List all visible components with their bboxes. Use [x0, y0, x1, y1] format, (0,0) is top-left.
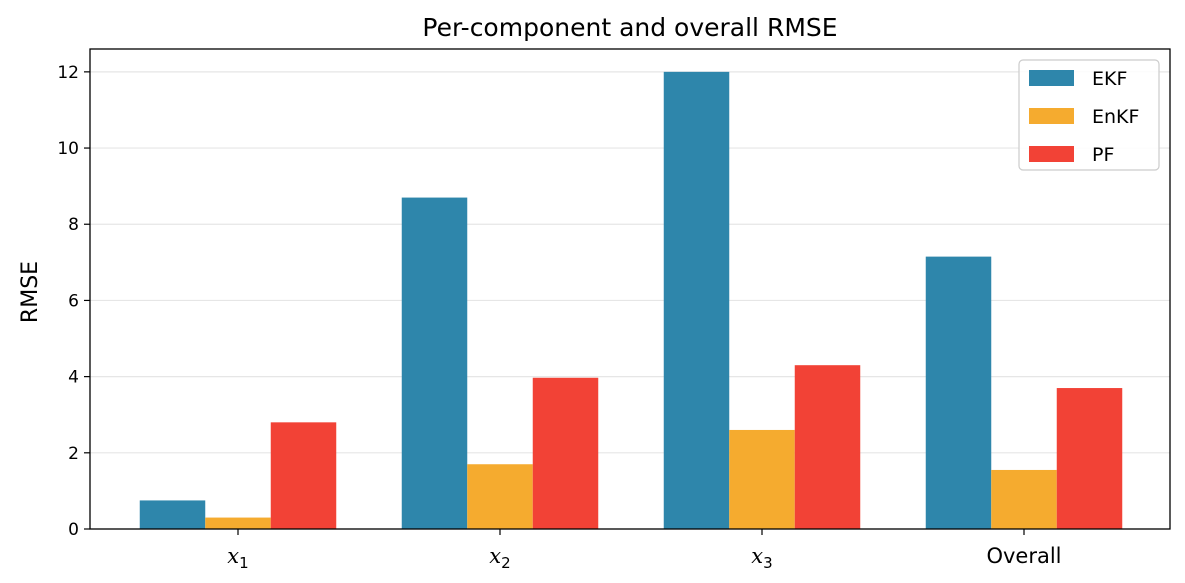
y-axis-label: RMSE — [18, 261, 43, 323]
gridlines — [90, 71, 1170, 530]
legend-swatch-ekf — [1029, 70, 1074, 86]
bar-pf — [270, 422, 337, 529]
legend-label-ekf: EKF — [1092, 68, 1127, 90]
x-tick-label: x3 — [751, 544, 772, 572]
y-tick-label: 0 — [68, 520, 79, 540]
bars — [139, 71, 1123, 530]
bar-enkf — [991, 469, 1057, 529]
x-tick-label-base: x — [489, 544, 501, 568]
x-tick-label: Overall — [986, 544, 1061, 568]
y-tick-label: 4 — [68, 368, 79, 388]
x-tick-label-subscript: 1 — [239, 554, 249, 572]
legend-swatch-pf — [1029, 146, 1074, 162]
x-tick-label-subscript: 3 — [763, 554, 773, 572]
bar-pf — [532, 377, 599, 529]
bar-enkf — [467, 464, 533, 529]
bar-ekf — [663, 71, 730, 529]
y-tick-label: 10 — [57, 139, 79, 159]
legend: EKF EnKF PF — [1018, 59, 1160, 171]
bar-ekf — [401, 197, 468, 530]
bar-pf — [1056, 388, 1123, 529]
plot-frame — [89, 48, 1171, 530]
x-tick-label-base: x — [751, 544, 763, 568]
y-tick-label: 8 — [68, 215, 79, 235]
y-tick-label: 2 — [68, 444, 79, 464]
chart-title: Per-component and overall RMSE — [422, 13, 837, 42]
legend-label-pf: PF — [1092, 144, 1114, 166]
legend-box — [1018, 59, 1160, 171]
legend-label-enkf: EnKF — [1092, 106, 1139, 128]
bar-ekf — [925, 256, 992, 529]
x-tick-label-base: x — [227, 544, 239, 568]
legend-swatch-enkf — [1029, 108, 1074, 124]
x-tick-label: x1 — [227, 544, 248, 572]
bar-ekf — [139, 500, 206, 529]
y-tick-label: 6 — [68, 291, 79, 311]
bar-enkf — [205, 517, 271, 529]
x-tick-label-subscript: 2 — [501, 554, 511, 572]
axes — [84, 48, 1171, 535]
x-tick-label: x2 — [489, 544, 510, 572]
bar-pf — [794, 365, 861, 529]
y-tick-label: 12 — [57, 63, 79, 83]
bar-enkf — [729, 429, 795, 529]
